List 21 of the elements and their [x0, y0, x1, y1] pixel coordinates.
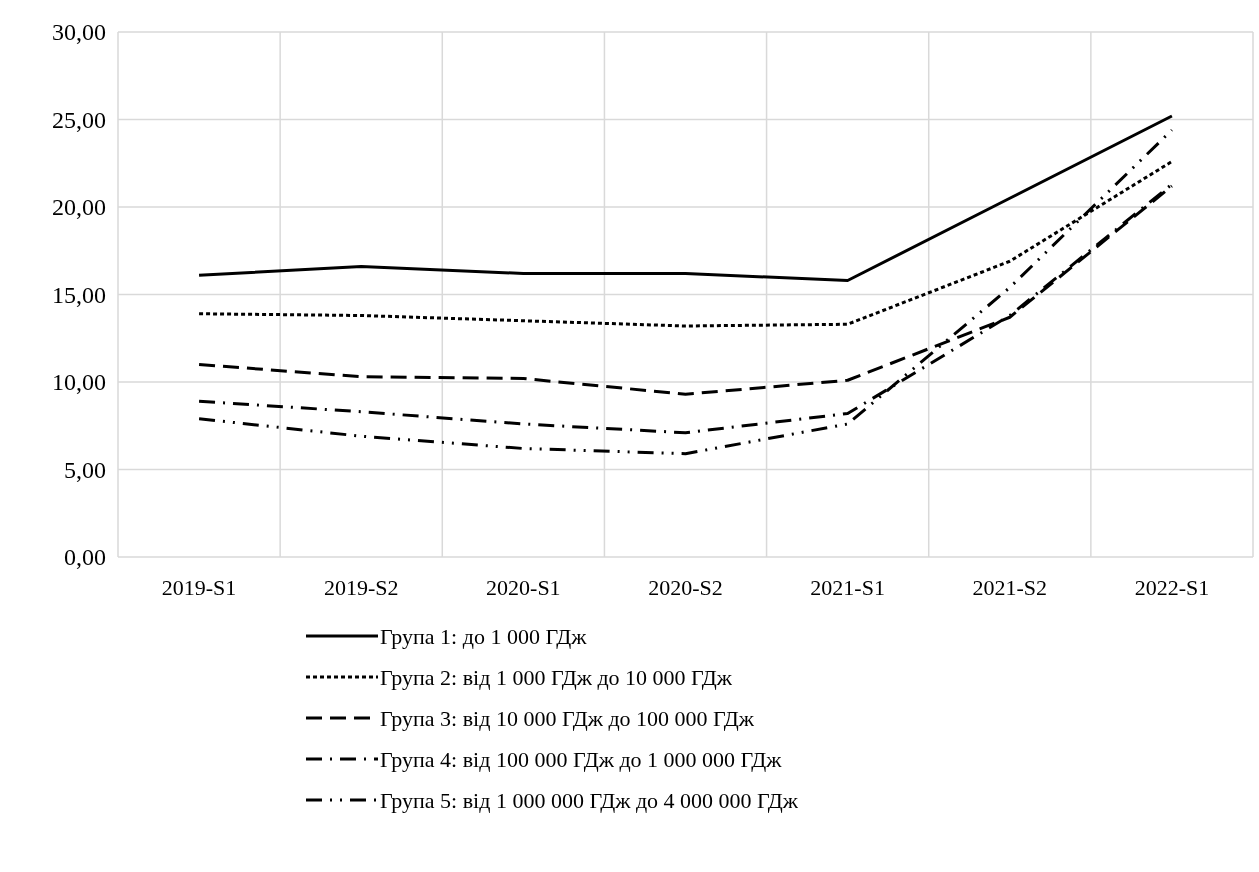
y-tick-label: 10,00 [52, 369, 106, 396]
x-tick-label: 2020-S1 [486, 575, 561, 600]
legend-label: Група 3: від 10 000 ГДж до 100 000 ГДж [380, 705, 755, 731]
y-tick-label: 25,00 [52, 106, 106, 133]
x-tick-label: 2019-S2 [323, 575, 399, 600]
line-series [197, 114, 1174, 282]
x-tick-label: 2019-S1 [161, 575, 237, 600]
y-tick-label: 30,00 [52, 19, 106, 46]
legend-label: Група 5: від 1 000 000 ГДж до 4 000 000 ГДж [380, 787, 799, 813]
y-tick-label: 20,00 [52, 194, 106, 221]
x-tick-label: 2022-S1 [1134, 575, 1210, 600]
legend-label: Група 4: від 100 000 ГДж до 1 000 000 ГДж [380, 746, 783, 772]
y-tick-label: 5,00 [64, 456, 106, 483]
line-series [197, 128, 1174, 456]
y-tick-label: 0,00 [64, 544, 106, 571]
x-tick-label: 2021-S1 [810, 575, 885, 600]
legend-label: Група 2: від 1 000 ГДж до 10 000 ГДж [380, 664, 733, 690]
x-tick-label: 2020-S2 [648, 575, 723, 600]
legend-label: Група 1: до 1 000 ГДж [380, 623, 588, 649]
y-tick-label: 15,00 [52, 281, 106, 308]
x-tick-label: 2021-S2 [972, 575, 1048, 600]
